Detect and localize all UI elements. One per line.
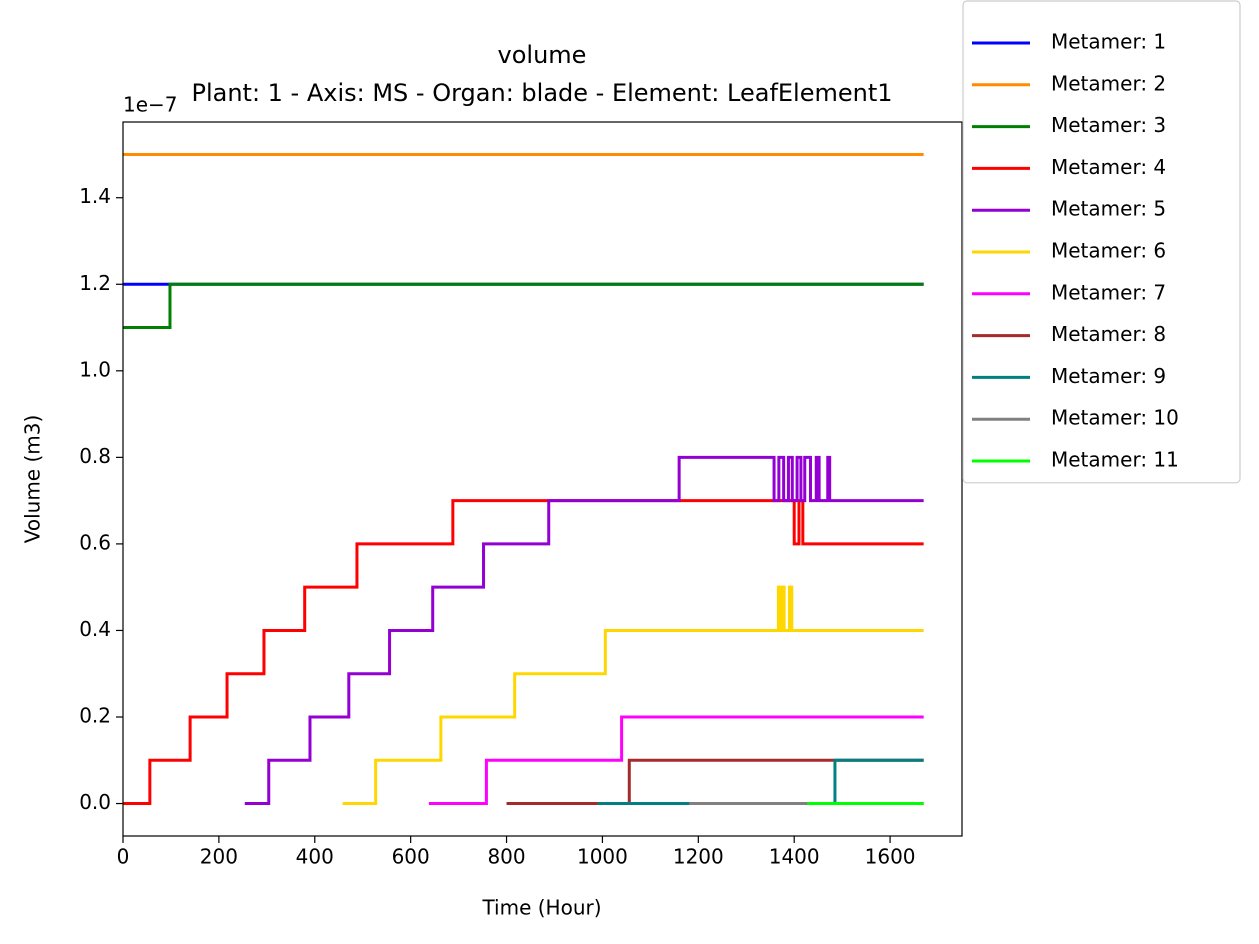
x-tick-label: 1600 (865, 845, 916, 869)
y-tick-label: 0.8 (79, 444, 111, 468)
chart-title: volume (498, 41, 587, 69)
legend-label: Metamer: 7 (1051, 280, 1166, 304)
legend-label: Metamer: 1 (1051, 30, 1166, 54)
legend-label: Metamer: 2 (1051, 71, 1166, 95)
x-tick-label: 1000 (577, 845, 628, 869)
legend-label: Metamer: 4 (1051, 155, 1166, 179)
legend-label: Metamer: 11 (1051, 448, 1179, 472)
x-tick-label: 200 (200, 845, 238, 869)
legend-label: Metamer: 5 (1051, 197, 1166, 221)
y-tick-label: 0.4 (79, 617, 111, 641)
x-tick-label: 400 (296, 845, 334, 869)
y-tick-label: 1.4 (79, 184, 111, 208)
legend-label: Metamer: 9 (1051, 364, 1166, 388)
series-line (506, 758, 924, 806)
legend-label: Metamer: 8 (1051, 322, 1166, 346)
y-tick-label: 1.2 (79, 271, 111, 295)
series-line (123, 499, 924, 806)
legend-label: Metamer: 10 (1051, 406, 1179, 430)
legend-label: Metamer: 6 (1051, 239, 1166, 263)
y-tick-label: 0.2 (79, 704, 111, 728)
x-axis-label: Time (Hour) (481, 896, 601, 920)
series-line (428, 715, 924, 806)
y-offset-label: 1e−7 (123, 93, 178, 117)
series-line (342, 585, 924, 806)
x-tick-label: 800 (487, 845, 525, 869)
y-tick-label: 0.0 (79, 790, 111, 814)
legend-label: Metamer: 3 (1051, 113, 1166, 137)
x-tick-label: 1400 (769, 845, 820, 869)
x-tick-label: 600 (392, 845, 430, 869)
series-line (244, 455, 924, 806)
plot-frame (122, 121, 963, 837)
legend-box (962, 0, 1241, 484)
series-line (123, 282, 924, 330)
chart-subtitle: Plant: 1 - Axis: MS - Organ: blade - Ele… (191, 79, 892, 107)
y-tick-label: 0.6 (79, 530, 111, 554)
y-tick-label: 1.0 (79, 357, 111, 381)
x-tick-label: 0 (117, 845, 130, 869)
y-axis-label: Volume (m3) (21, 415, 45, 544)
x-tick-label: 1200 (673, 845, 724, 869)
